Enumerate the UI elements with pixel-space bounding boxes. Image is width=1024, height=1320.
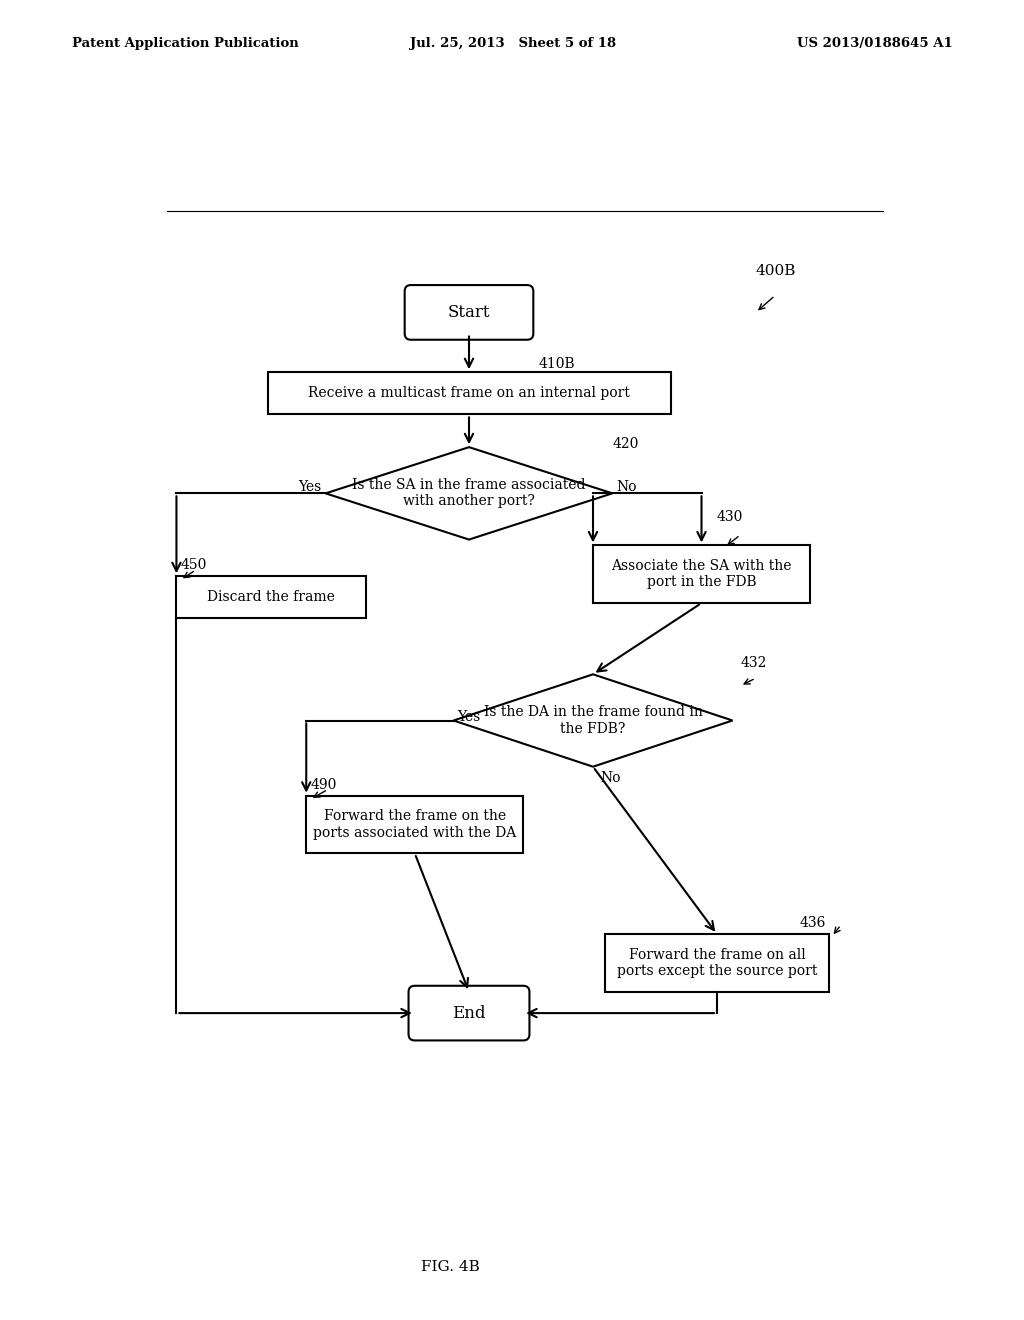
- Text: 430: 430: [717, 510, 743, 524]
- Text: 490: 490: [310, 777, 337, 792]
- Text: Receive a multicast frame on an internal port: Receive a multicast frame on an internal…: [308, 387, 630, 400]
- FancyBboxPatch shape: [404, 285, 534, 339]
- Text: 420: 420: [612, 437, 639, 451]
- Text: Associate the SA with the
port in the FDB: Associate the SA with the port in the FD…: [611, 560, 792, 589]
- Text: Forward the frame on all
ports except the source port: Forward the frame on all ports except th…: [616, 948, 817, 978]
- Text: FIG. 4B: FIG. 4B: [421, 1261, 480, 1274]
- Text: 450: 450: [180, 558, 207, 573]
- Text: Yes: Yes: [458, 710, 480, 723]
- FancyBboxPatch shape: [409, 986, 529, 1040]
- Text: Yes: Yes: [299, 480, 322, 494]
- Text: US 2013/0188645 A1: US 2013/0188645 A1: [797, 37, 952, 50]
- Bar: [176, 576, 367, 619]
- Polygon shape: [326, 447, 612, 540]
- Text: 410B: 410B: [539, 358, 575, 371]
- Bar: [267, 372, 671, 414]
- Polygon shape: [454, 675, 732, 767]
- Text: Start: Start: [447, 304, 490, 321]
- Text: Is the DA in the frame found in
the FDB?: Is the DA in the frame found in the FDB?: [483, 705, 702, 735]
- Text: Jul. 25, 2013   Sheet 5 of 18: Jul. 25, 2013 Sheet 5 of 18: [410, 37, 615, 50]
- Text: Forward the frame on the
ports associated with the DA: Forward the frame on the ports associate…: [313, 809, 516, 840]
- Text: No: No: [601, 771, 622, 784]
- Text: 436: 436: [799, 916, 825, 931]
- Text: Discard the frame: Discard the frame: [208, 590, 335, 605]
- Bar: [593, 545, 810, 603]
- Text: 432: 432: [740, 656, 767, 671]
- Text: End: End: [453, 1005, 485, 1022]
- Text: 400B: 400B: [756, 264, 796, 277]
- Bar: [604, 935, 829, 991]
- Text: Patent Application Publication: Patent Application Publication: [72, 37, 298, 50]
- Bar: [306, 796, 523, 853]
- Text: Is the SA in the frame associated
with another port?: Is the SA in the frame associated with a…: [352, 478, 586, 508]
- Text: No: No: [616, 480, 637, 494]
